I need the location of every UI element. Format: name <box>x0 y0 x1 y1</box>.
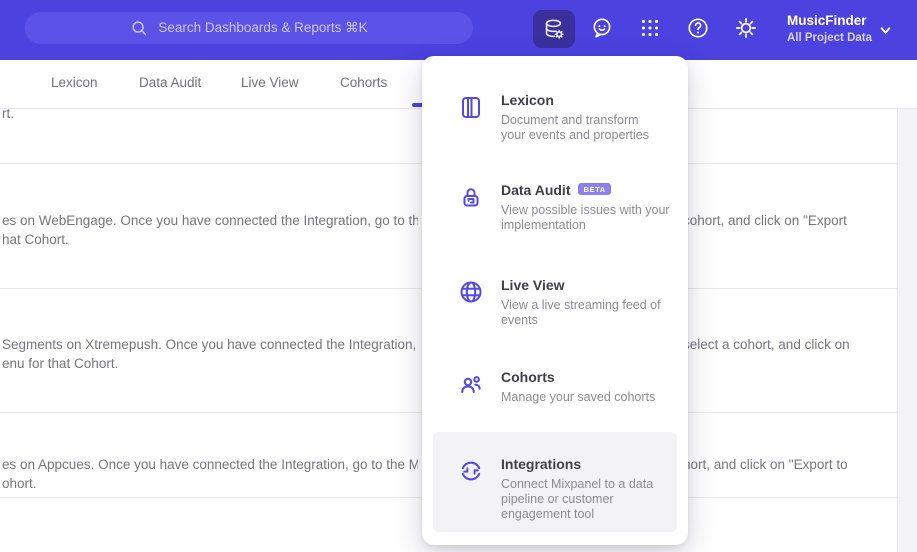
menu-item-description: Manage your saved cohorts <box>501 390 656 404</box>
chevron-down-icon <box>880 27 891 34</box>
settings-button[interactable] <box>725 8 767 48</box>
integration-row-text: rt. <box>2 106 14 121</box>
help-icon <box>688 18 708 38</box>
sync-icon <box>461 461 481 481</box>
menu-item-description: View possible issues with your implement… <box>501 203 670 232</box>
menu-item-live-view[interactable]: Live View View a live streaming feed of … <box>458 277 686 328</box>
tab-cohorts[interactable]: Cohorts <box>340 75 388 90</box>
tab-live-view[interactable]: Live View <box>241 75 299 90</box>
menu-item-integrations[interactable]: Integrations Connect Mixpanel to a data … <box>458 456 676 522</box>
integration-row-text: Segments on Xtremepush. Once you have co… <box>2 337 417 352</box>
settings-gear-icon <box>735 17 757 39</box>
search-input[interactable]: Search Dashboards & Reports ⌘K <box>25 12 473 44</box>
search-icon <box>132 21 147 36</box>
menu-item-data-audit[interactable]: Data Audit BETA View possible issues with… <box>458 182 691 233</box>
menu-item-title: Data Audit <box>501 182 571 198</box>
data-management-button[interactable] <box>533 10 575 48</box>
apps-grid-icon <box>641 19 659 37</box>
menu-item-cohorts[interactable]: Cohorts Manage your saved cohorts <box>458 369 691 405</box>
project-name: MusicFinder <box>787 13 867 28</box>
integration-row-text: select a cohort, and click on <box>683 337 850 352</box>
integration-row-text: ohort. <box>2 476 37 491</box>
integration-row-text: hat Cohort. <box>2 232 69 247</box>
page-gutter <box>897 108 917 552</box>
beta-badge: BETA <box>578 182 611 195</box>
people-icon <box>461 376 481 393</box>
globe-icon <box>460 281 482 303</box>
integration-row-text: es on Appcues. Once you have connected t… <box>2 457 418 472</box>
integration-row-text: cohort, and click on "Export <box>683 213 847 228</box>
app-header: Search Dashboards & Reports ⌘K <box>0 0 917 60</box>
project-selector[interactable]: MusicFinder All Project Data <box>787 12 872 46</box>
lock-icon <box>463 188 479 207</box>
menu-item-title: Cohorts <box>501 369 555 385</box>
integration-row-text: hort, and click on "Export to <box>683 457 848 472</box>
feedback-smiley-icon <box>593 18 611 38</box>
menu-item-description: View a live streaming feed of events <box>501 298 661 327</box>
integration-row-text: enu for that Cohort. <box>2 356 119 371</box>
menu-item-lexicon[interactable]: Lexicon Document and transform your even… <box>458 92 666 143</box>
search-placeholder: Search Dashboards & Reports ⌘K <box>158 20 368 35</box>
menu-item-title: Lexicon <box>501 92 554 108</box>
feedback-button[interactable] <box>581 8 623 48</box>
project-subtitle: All Project Data <box>787 32 872 44</box>
menu-item-title: Integrations <box>501 456 582 472</box>
database-gear-icon <box>545 19 564 39</box>
menu-item-title: Live View <box>501 277 565 293</box>
tab-data-audit[interactable]: Data Audit <box>139 75 202 90</box>
help-button[interactable] <box>677 8 719 48</box>
apps-button[interactable] <box>629 8 671 48</box>
tab-lexicon[interactable]: Lexicon <box>51 75 98 90</box>
menu-item-description: Document and transform your events and p… <box>501 113 650 142</box>
book-icon <box>462 97 480 118</box>
menu-item-highlight <box>433 432 677 532</box>
integration-row-text: es on WebEngage. Once you have connected… <box>2 213 418 228</box>
data-management-dropdown: Lexicon Document and transform your even… <box>422 56 688 545</box>
menu-item-description: Connect Mixpanel to a data pipeline or c… <box>501 477 654 521</box>
